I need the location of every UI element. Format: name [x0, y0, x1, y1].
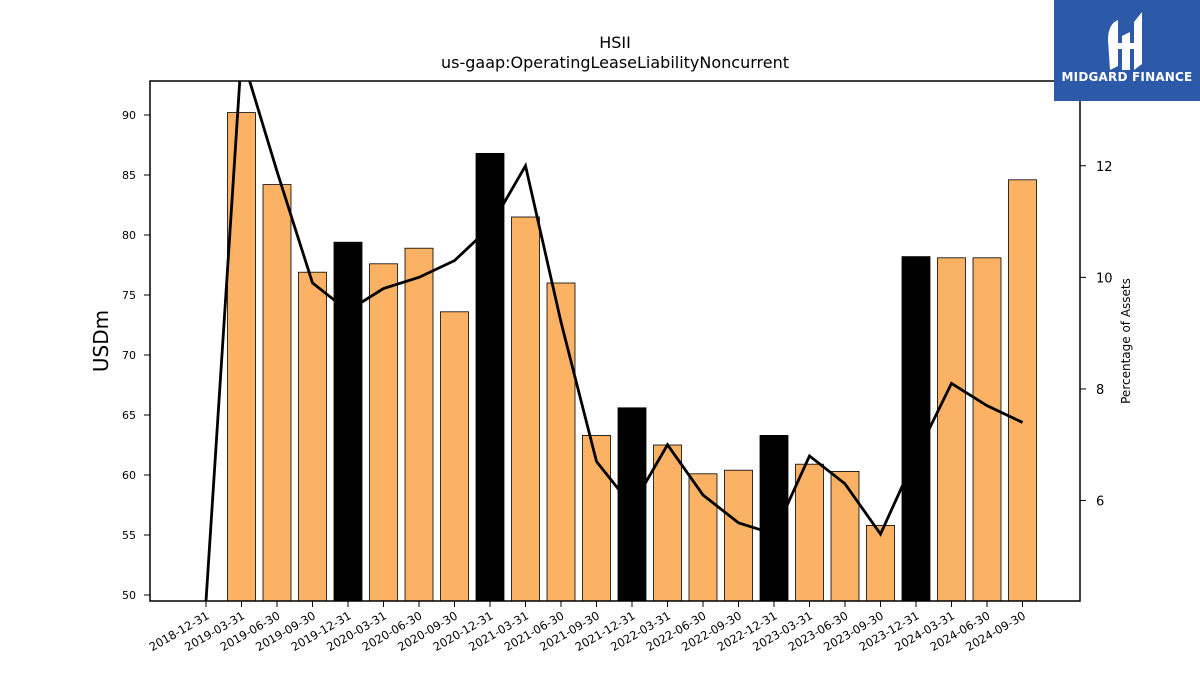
chart-subtitle: us-gaap:OperatingLeaseLiabilityNoncurren… — [441, 53, 789, 72]
bar-2022-06-30 — [688, 473, 718, 602]
bar-2019-06-30 — [262, 184, 292, 602]
y-tick-label-55: 55 — [122, 529, 136, 542]
y-tick-label-60: 60 — [122, 469, 136, 482]
y-tick-label-70: 70 — [122, 349, 136, 362]
y2-tick-label-8: 8 — [1096, 383, 1104, 398]
bar-2023-09-30 — [866, 525, 895, 602]
bar-2019-09-30 — [298, 271, 327, 602]
bar-2022-03-31 — [653, 444, 682, 602]
percentage-line — [204, 81, 1024, 601]
bar-2020-06-30 — [404, 247, 434, 602]
bar-2021-03-31 — [511, 216, 540, 602]
y-tick-label-90: 90 — [122, 109, 136, 122]
y-tick-label-80: 80 — [122, 229, 136, 242]
bar-2024-03-31 — [937, 257, 966, 602]
bar-2022-09-30 — [724, 469, 753, 602]
logo-mark-icon — [1108, 12, 1142, 70]
bar-2020-03-31 — [369, 263, 398, 602]
y-tick-label-50: 50 — [122, 589, 136, 602]
bar-2024-06-30 — [972, 257, 1002, 602]
y2-tick-label-10: 10 — [1096, 271, 1113, 286]
plot-frame — [149, 80, 1081, 602]
bar-2020-09-30 — [440, 311, 469, 602]
bars-group — [227, 112, 1037, 602]
y-tick-label-75: 75 — [122, 289, 136, 302]
logo: MIDGARD FINANCE — [1054, 0, 1200, 101]
y-tick-label-85: 85 — [122, 169, 136, 182]
y-axis-label: USDm — [89, 310, 113, 372]
bar-2023-03-31 — [795, 463, 824, 602]
bar-2023-12-31 — [901, 256, 931, 602]
y2-tick-label-6: 6 — [1096, 495, 1104, 510]
chart-title: HSII — [599, 33, 631, 52]
line-group — [204, 81, 1024, 601]
bar-2019-12-31 — [333, 241, 363, 602]
y2-tick-label-12: 12 — [1096, 160, 1113, 175]
bar-2023-06-30 — [830, 470, 860, 602]
y-tick-label-65: 65 — [122, 409, 136, 422]
bar-2022-12-31 — [759, 434, 789, 602]
bar-2024-09-30 — [1008, 179, 1037, 602]
bar-2020-12-31 — [475, 152, 505, 602]
bar-2021-06-30 — [546, 282, 576, 602]
y2-axis-label: Percentage of Assets — [1119, 278, 1133, 404]
logo-text: MIDGARD FINANCE — [1061, 70, 1193, 84]
